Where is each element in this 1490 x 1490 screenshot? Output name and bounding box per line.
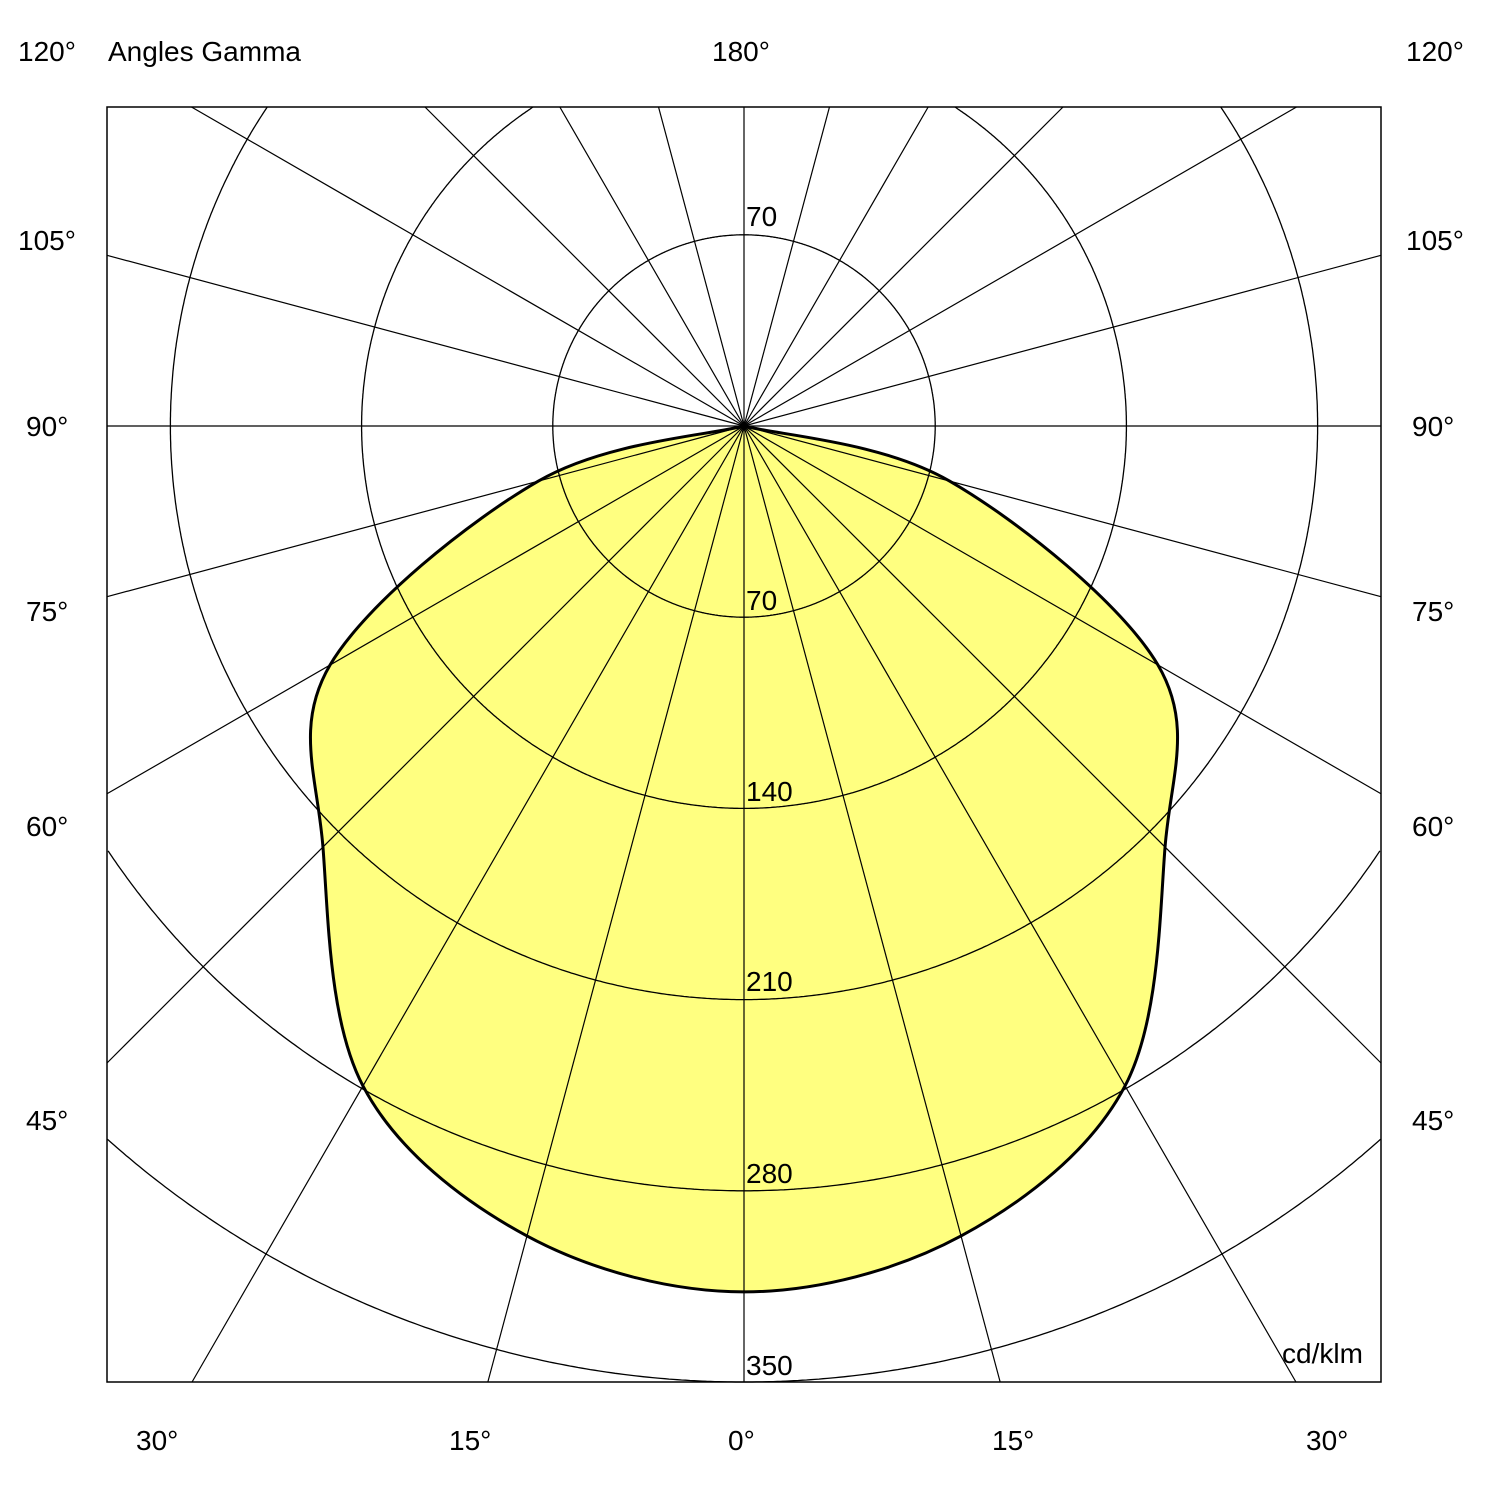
grid-radial-line bbox=[743, 254, 1382, 427]
grid-radial-line bbox=[191, 425, 745, 1383]
grid-ring bbox=[107, 850, 1381, 1192]
chart-title: Angles Gamma bbox=[108, 36, 301, 67]
angle-label-top-left: 120° bbox=[18, 36, 76, 67]
grid-radial-line bbox=[106, 425, 745, 795]
plot-area bbox=[106, 106, 1382, 1383]
grid-radial-line bbox=[424, 106, 745, 427]
angle-label-bottom: 30° bbox=[1306, 1425, 1349, 1456]
grid-radial-line bbox=[559, 106, 745, 427]
grid-ring bbox=[169, 106, 1319, 1001]
grid-ring bbox=[106, 1138, 1382, 1383]
radial-tick-label: 350 bbox=[746, 1350, 793, 1381]
grid-radial-line bbox=[657, 106, 745, 427]
grid-radial-line bbox=[743, 425, 1001, 1383]
grid-radial-line bbox=[106, 425, 745, 598]
angle-label-right: 105° bbox=[1406, 225, 1464, 256]
angle-label-top-right: 120° bbox=[1406, 36, 1464, 67]
angle-label-left: 60° bbox=[26, 811, 69, 842]
angle-label-bottom: 30° bbox=[136, 1425, 179, 1456]
angle-label-bottom: 15° bbox=[449, 1425, 492, 1456]
grid-radial-line bbox=[743, 425, 1382, 795]
unit-label: cd/klm bbox=[1282, 1338, 1363, 1369]
radial-tick-label-top: 70 bbox=[746, 201, 778, 232]
grid-radial-line bbox=[106, 254, 745, 427]
angle-label-left: 90° bbox=[26, 411, 69, 442]
angle-label-left: 105° bbox=[18, 225, 76, 256]
angle-label-right: 90° bbox=[1412, 411, 1455, 442]
grid-radial-line bbox=[743, 106, 929, 427]
grid-radial-line bbox=[743, 425, 1297, 1383]
angle-label-left: 45° bbox=[26, 1105, 69, 1136]
angle-label-right: 60° bbox=[1412, 811, 1455, 842]
angle-label-bottom: 15° bbox=[992, 1425, 1035, 1456]
plot-frame bbox=[106, 106, 1382, 1383]
angle-label-right: 45° bbox=[1412, 1105, 1455, 1136]
grid-radial-line bbox=[106, 425, 745, 1064]
grid-radial-line bbox=[743, 425, 1382, 1064]
grid-radial-line bbox=[743, 106, 1064, 427]
angle-label-left: 75° bbox=[26, 596, 69, 627]
radial-tick-label: 210 bbox=[746, 966, 793, 997]
radial-tick-label: 70 bbox=[746, 585, 778, 616]
radial-tick-label: 140 bbox=[746, 776, 793, 807]
radial-tick-label: 280 bbox=[746, 1158, 793, 1189]
grid-radial-line bbox=[743, 106, 1297, 427]
grid-radial-line bbox=[487, 425, 745, 1383]
intensity-curve bbox=[308, 424, 1180, 1294]
angle-label-bottom: 0° bbox=[728, 1425, 755, 1456]
angle-label-right: 75° bbox=[1412, 596, 1455, 627]
grid-ring bbox=[360, 106, 1128, 810]
angle-label-top-center: 180° bbox=[712, 36, 770, 67]
grid-radial-line bbox=[743, 106, 831, 427]
grid-radial-line bbox=[743, 425, 1382, 598]
grid-radial-line bbox=[191, 106, 745, 427]
